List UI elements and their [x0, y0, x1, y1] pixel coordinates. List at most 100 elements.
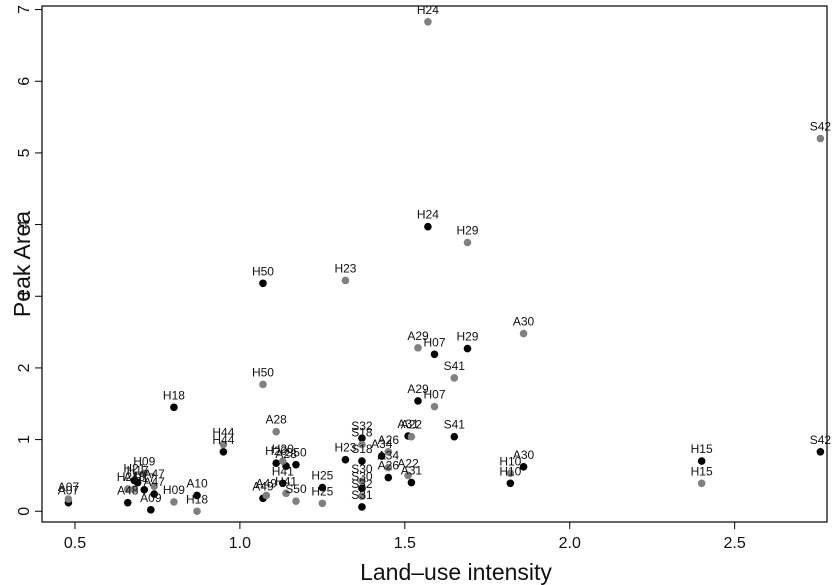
data-point [358, 457, 366, 465]
data-point [377, 452, 386, 460]
data-point [170, 498, 178, 506]
point-label: H25 [311, 484, 333, 498]
data-point [816, 134, 825, 143]
point-label: H21 [123, 461, 145, 475]
data-point [272, 459, 280, 468]
point-label: H17 [127, 464, 149, 478]
point-label: A31 [397, 417, 419, 431]
data-point [193, 507, 201, 516]
data-point [697, 479, 706, 488]
data-point [384, 463, 393, 472]
point-label: H50 [252, 264, 274, 278]
point-label: S32 [351, 419, 373, 433]
data-point [64, 495, 73, 503]
data-point [407, 432, 416, 441]
data-point [463, 344, 472, 353]
data-point [259, 380, 267, 389]
data-point [278, 479, 287, 488]
point-label: S41 [444, 359, 466, 373]
point-label: H50 [252, 365, 274, 379]
point-label: A22 [397, 456, 419, 470]
data-point [424, 222, 432, 231]
data-point [147, 506, 155, 514]
data-point [450, 432, 459, 441]
data-point [424, 17, 432, 26]
point-label: H09 [163, 483, 185, 497]
data-point [140, 469, 149, 478]
data-point [170, 403, 178, 412]
point-label: A48 [117, 484, 139, 498]
point-label: S42 [810, 433, 832, 447]
point-label: H41 [272, 464, 294, 478]
point-label: H24 [417, 3, 439, 17]
point-label: A47 [143, 467, 165, 481]
point-label: A09 [140, 491, 162, 505]
point-label: H24 [417, 208, 439, 222]
data-points [64, 17, 825, 516]
data-point [519, 463, 528, 471]
point-label: S30 [351, 462, 373, 476]
data-point [130, 485, 139, 493]
y-tick-label: 7 [16, 5, 33, 14]
data-point [259, 279, 267, 288]
point-label: S42 [810, 120, 832, 134]
y-tick-label: 2 [16, 363, 33, 372]
y-tick-label: 0 [16, 507, 33, 516]
y-tick-label: 1 [16, 435, 33, 444]
data-point [358, 492, 366, 501]
point-label: A10 [186, 476, 208, 490]
y-tick-label: 6 [16, 77, 33, 86]
point-label: H20 [265, 444, 287, 458]
data-point [430, 350, 439, 359]
point-label: H17 [133, 471, 155, 485]
point-label: S32 [351, 477, 373, 491]
point-label: A49 [256, 476, 278, 490]
data-point [123, 485, 132, 493]
y-tick-label: 4 [16, 220, 33, 229]
data-point [150, 482, 158, 490]
data-point [816, 447, 825, 456]
x-tick-label: 1.5 [394, 535, 416, 552]
data-point [414, 397, 422, 405]
data-point [404, 471, 412, 480]
point-label: A30 [513, 448, 535, 462]
data-point [384, 473, 393, 482]
data-point [140, 485, 149, 494]
point-label: H15 [691, 442, 713, 456]
point-label: H07 [423, 388, 445, 402]
data-point [123, 498, 132, 507]
data-point [193, 491, 201, 500]
data-point [384, 447, 393, 456]
data-point [341, 455, 350, 464]
point-label: A30 [513, 315, 535, 329]
data-point [278, 457, 287, 465]
data-point [341, 276, 350, 285]
data-point [407, 478, 416, 487]
data-point [519, 329, 528, 338]
point-label: H44 [212, 426, 234, 440]
x-axis-title: Land–use intensity [360, 559, 552, 585]
x-tick-label: 2.5 [724, 535, 746, 552]
plot-frame [41, 5, 828, 523]
point-label: A22 [401, 418, 423, 432]
x-tick-label: 0.5 [64, 535, 86, 552]
point-label: H10 [499, 454, 521, 468]
point-label: H29 [456, 330, 478, 344]
point-label: A29 [407, 382, 429, 396]
point-label: A28 [266, 413, 288, 427]
point-label: H21 [117, 470, 139, 484]
point-label: H10 [499, 464, 521, 478]
data-point [262, 491, 271, 500]
point-label: H09 [133, 454, 155, 468]
point-label: H29 [456, 224, 478, 238]
data-point [219, 447, 228, 456]
point-label: H44 [212, 433, 234, 447]
point-label: A07 [58, 480, 80, 494]
data-point [292, 460, 300, 469]
point-label: H18 [186, 492, 208, 506]
data-point [697, 457, 706, 465]
y-axis-title: Peak Area [9, 211, 35, 317]
point-label: A34 [371, 437, 393, 451]
data-point [430, 402, 439, 411]
